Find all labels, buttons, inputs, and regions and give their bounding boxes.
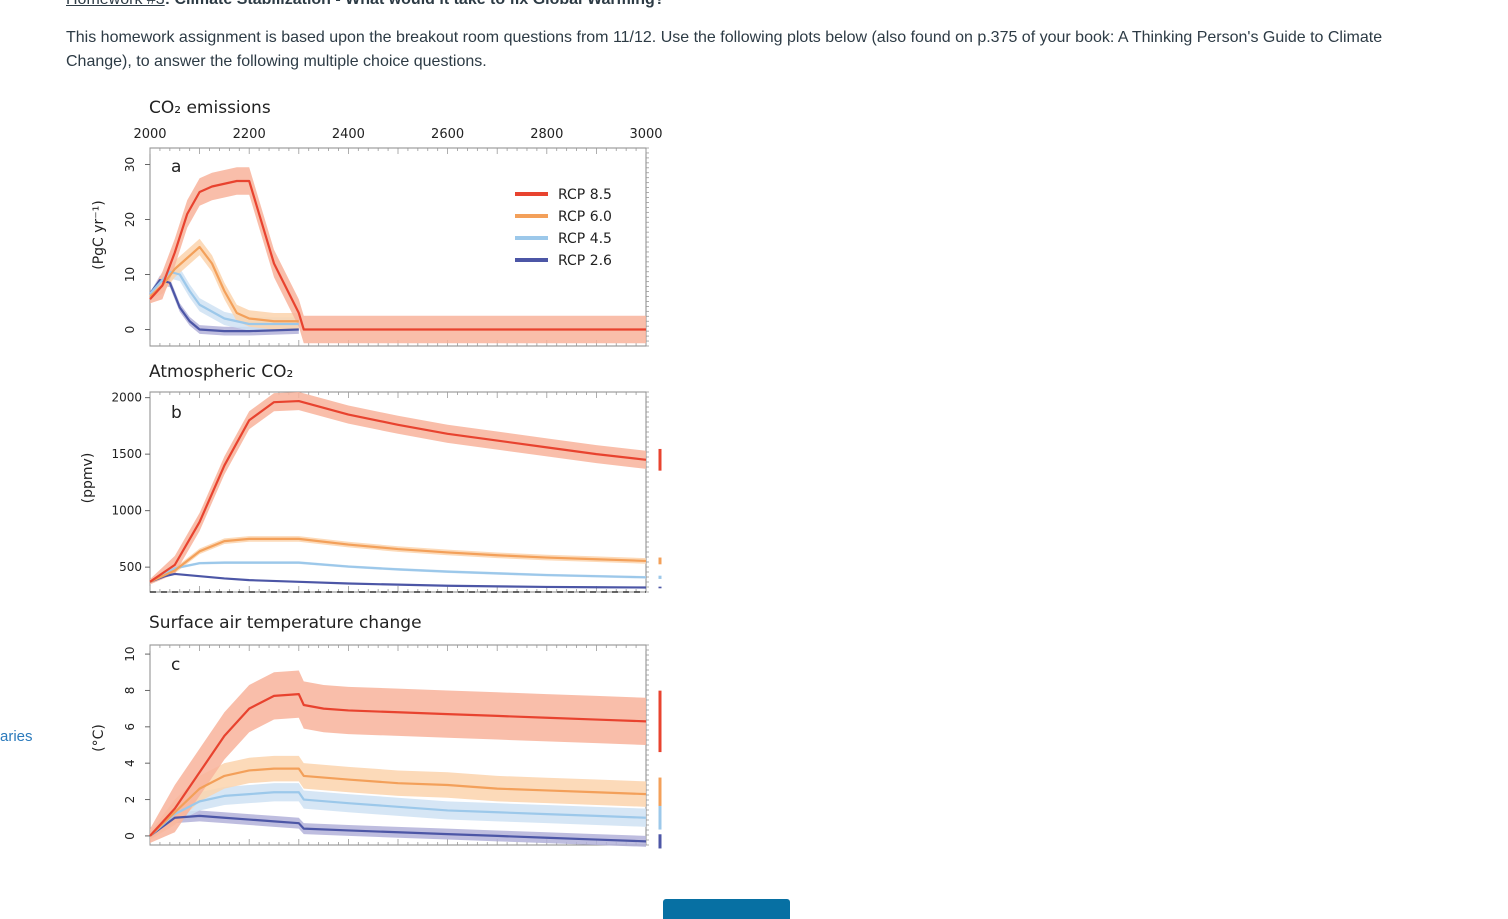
series-line-rcp60: [149, 245, 299, 323]
series-line-rcp85: [149, 692, 647, 837]
x-tick-label: 2600: [431, 127, 464, 142]
legend-label-rcp45: RCP 4.5: [558, 231, 612, 247]
assignment-header: Homework #3: Climate Stabilization - Wha…: [66, 0, 665, 9]
assignment-title: : Climate Stabilization - What would it …: [165, 0, 665, 8]
y-tick-label: 10: [123, 646, 137, 661]
legend-label-rcp85: RCP 8.5: [558, 187, 612, 203]
legend: [515, 192, 548, 262]
series-line-rcp26: [149, 814, 647, 843]
uncertainty-band-rcp45: [150, 783, 646, 839]
uncertainty-band-rcp60: [150, 536, 646, 583]
y-tick-label: 1000: [111, 504, 142, 518]
homework-link[interactable]: Homework #3: [66, 0, 165, 8]
panel-letter: c: [171, 655, 180, 675]
uncertainty-band-rcp85: [150, 392, 646, 585]
x-tick-label: 2800: [530, 127, 563, 142]
x-tick-label: 3000: [629, 127, 662, 142]
sidebar-link[interactable]: aries: [0, 728, 33, 745]
series-line-rcp60: [149, 767, 647, 837]
y-tick-label: 4: [123, 759, 137, 767]
intro-paragraph: This homework assignment is based upon t…: [66, 29, 1383, 70]
series-line-rcp60: [149, 537, 647, 583]
panel-title: Atmospheric CO₂: [149, 362, 293, 382]
x-tick-label: 2000: [133, 127, 166, 142]
y-tick-label: 30: [123, 157, 137, 172]
uncertainty-band-rcp26: [150, 275, 299, 336]
uncertainty-band-rcp85: [150, 670, 646, 843]
series-line-rcp45: [149, 561, 647, 583]
legend-label-rcp26: RCP 2.6: [558, 253, 612, 269]
panel-title: CO₂ emissions: [149, 98, 271, 118]
y-tick-label: 500: [119, 560, 142, 574]
uncertainty-band-rcp85: [150, 167, 646, 344]
panel-b: [145, 391, 662, 593]
y-tick-label: 8: [123, 687, 137, 695]
panel-a: [145, 147, 649, 347]
series-line-rcp26: [149, 572, 647, 589]
y-tick-label: 6: [123, 723, 137, 731]
x-tick-label: 2200: [233, 127, 266, 142]
series-line-rcp85: [149, 399, 647, 583]
x-tick-label: 2400: [332, 127, 365, 142]
series-line-rcp85: [149, 179, 646, 331]
panel-letter: a: [171, 157, 181, 177]
next-button[interactable]: [663, 899, 790, 919]
panel-letter: b: [171, 403, 182, 423]
y-axis-label: (ppmv): [80, 453, 96, 504]
y-tick-label: 2000: [111, 391, 142, 405]
y-axis-label: (PgC yr⁻¹): [91, 200, 107, 270]
uncertainty-band-rcp45: [150, 265, 299, 331]
panel-c: [145, 644, 662, 849]
y-tick-label: 2: [123, 796, 137, 804]
y-tick-label: 20: [123, 212, 137, 227]
y-tick-label: 1500: [111, 447, 142, 461]
y-tick-label: 10: [123, 267, 137, 282]
panel-title: Surface air temperature change: [149, 613, 422, 633]
uncertainty-band-rcp60: [150, 238, 299, 330]
series-line-rcp45: [149, 791, 647, 837]
y-axis-label: (°C): [91, 724, 107, 752]
y-tick-label: 0: [123, 832, 137, 840]
legend-label-rcp60: RCP 6.0: [558, 209, 612, 225]
uncertainty-band-rcp60: [150, 755, 646, 840]
y-tick-label: 0: [123, 326, 137, 334]
